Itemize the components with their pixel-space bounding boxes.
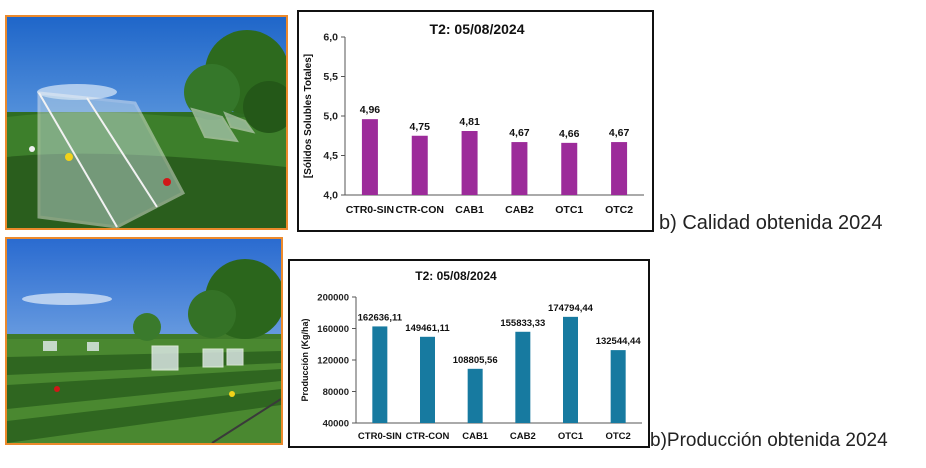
- chart-title: T2: 05/08/2024: [415, 269, 497, 283]
- quality-chart: T2: 05/08/2024 4,0 4,5 5,0 5,5 6,0 [Sólidos So…: [303, 21, 644, 216]
- data-label: 155833,33: [500, 318, 545, 329]
- y-tick-label: 200000: [317, 293, 349, 304]
- quality-caption: b) Calidad obtenida 2024: [659, 212, 883, 234]
- data-label: 4,67: [509, 127, 530, 139]
- data-label: 108805,56: [453, 355, 498, 366]
- y-tick-label: 4,5: [323, 150, 338, 162]
- field-greenhouse-photo: [5, 15, 288, 230]
- y-tick-label: 160000: [317, 324, 349, 335]
- y-axis-label: [Sólidos Solubles Totales]: [303, 54, 314, 178]
- bar-ctr0-sin: [372, 326, 388, 423]
- y-tick-label: 40000: [323, 419, 349, 430]
- bar-cab1: [461, 131, 478, 195]
- bar-ctr0-sin: [361, 119, 378, 195]
- data-label: 162636,11: [358, 312, 403, 323]
- y-axis-label: Producción (Kg/ha): [300, 318, 310, 401]
- x-tick-label: CAB2: [505, 204, 534, 216]
- x-tick-label: OTC1: [558, 431, 584, 442]
- y-tick-label: 4,0: [323, 190, 338, 202]
- data-label: 4,75: [410, 121, 431, 133]
- x-tick-label: CTR0-SIN: [358, 431, 402, 442]
- bar-otc2: [610, 350, 626, 423]
- data-label: 149461,11: [405, 323, 450, 334]
- y-tick-label: 5,0: [323, 111, 338, 123]
- bar-ctr-con: [411, 135, 428, 195]
- bar-cab1: [467, 368, 483, 423]
- y-tick-label: 6,0: [323, 32, 338, 44]
- production-caption: b)Producción obtenida 2024: [650, 430, 888, 451]
- y-tick-label: 5,5: [323, 71, 338, 83]
- bar-otc1: [563, 316, 578, 423]
- y-tick-label: 120000: [317, 356, 349, 367]
- data-label: 4,67: [609, 127, 630, 139]
- x-tick-label: OTC2: [605, 204, 633, 216]
- bar-cab2: [515, 331, 531, 423]
- x-tick-label: CTR-CON: [406, 431, 450, 442]
- data-label: 174794,44: [548, 303, 594, 314]
- x-tick-label: CTR0-SIN: [346, 204, 394, 216]
- data-label: 4,96: [360, 104, 381, 116]
- y-tick-label: 80000: [323, 387, 349, 398]
- production-chart-box: T2: 05/08/2024 40000 80000 120000 160000 2000…: [288, 259, 650, 448]
- field-rows-photo: [5, 237, 283, 445]
- x-tick-label: CAB1: [455, 204, 484, 216]
- data-label: 4,66: [559, 128, 580, 140]
- data-label: 4,81: [459, 116, 480, 128]
- x-tick-label: CAB1: [462, 431, 489, 442]
- chart-title: T2: 05/08/2024: [430, 21, 525, 37]
- bar-otc1: [561, 142, 578, 195]
- production-chart: T2: 05/08/2024 40000 80000 120000 160000 2000…: [300, 269, 642, 442]
- bar-ctr-con: [420, 336, 435, 423]
- x-tick-label: OTC1: [555, 204, 583, 216]
- x-tick-label: CAB2: [510, 431, 536, 442]
- quality-chart-box: T2: 05/08/2024 4,0 4,5 5,0 5,5 6,0 [Sólidos So…: [297, 10, 654, 232]
- bar-cab2: [511, 142, 528, 195]
- bar-otc2: [611, 142, 628, 195]
- data-label: 132544,44: [596, 336, 642, 347]
- x-tick-label: CTR-CON: [396, 204, 444, 216]
- x-tick-label: OTC2: [605, 431, 630, 442]
